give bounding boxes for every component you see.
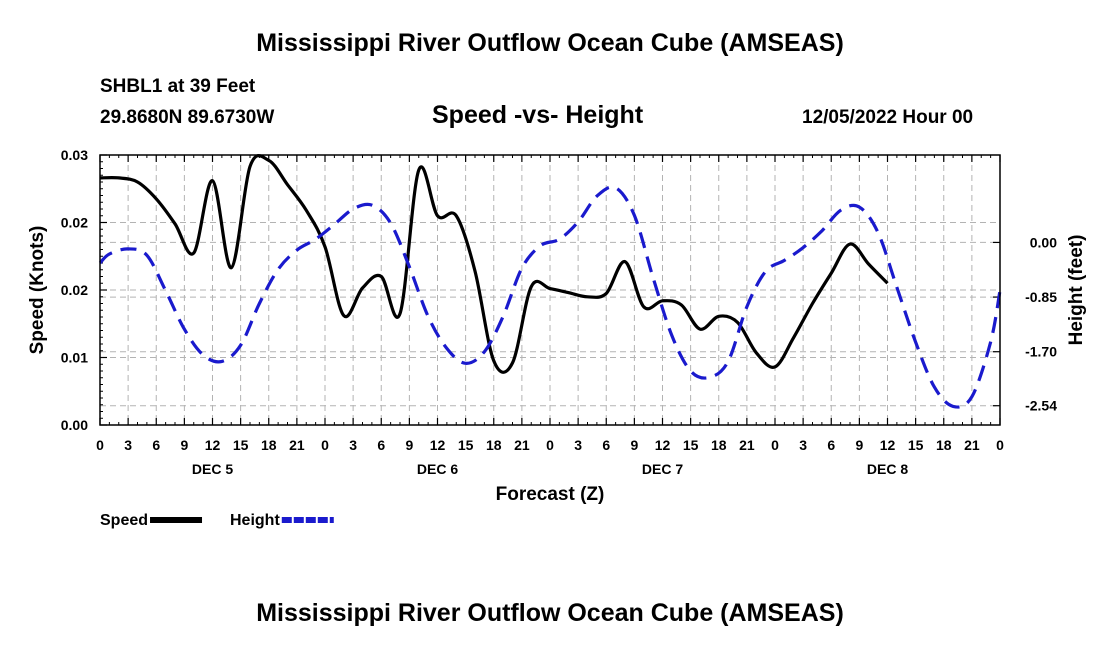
station-label: SHBL1 at 39 Feet (100, 76, 256, 97)
x-tick-label: 12 (655, 437, 671, 453)
y2-tick-label: -0.85 (1025, 289, 1057, 305)
y2-tick-label: -1.70 (1025, 344, 1057, 360)
x-day-label: DEC 5 (192, 461, 233, 477)
x-tick-label: 6 (827, 437, 835, 453)
y-tick-label: 0.02 (61, 215, 88, 231)
series-line-speed (99, 154, 889, 374)
x-tick-label: 0 (771, 437, 779, 453)
x-tick-label: 15 (458, 437, 474, 453)
x-tick-label: 3 (799, 437, 807, 453)
x-day-label: DEC 6 (417, 461, 458, 477)
x-tick-label: 18 (936, 437, 952, 453)
x-tick-label: 15 (683, 437, 699, 453)
y-axis-title: Speed (Knots) (27, 226, 48, 355)
x-tick-label: 15 (908, 437, 924, 453)
x-tick-label: 21 (739, 437, 755, 453)
x-axis-title: Forecast (Z) (496, 484, 605, 505)
series-line-height (98, 185, 1002, 409)
title-top: Mississippi River Outflow Ocean Cube (AM… (256, 29, 844, 57)
x-day-label: DEC 8 (867, 461, 908, 477)
tick-labels: 0 3 6 9 12 15 18 21 0 3 6 9 12 15 18 21 0 3 6 9 12 15 18 21 0 3 6 9… (27, 147, 1087, 505)
x-tick-label: 21 (514, 437, 530, 453)
coordinates-label: 29.8680N 89.6730W (100, 107, 275, 128)
x-tick-label: 9 (405, 437, 413, 453)
x-tick-label: 21 (964, 437, 980, 453)
x-tick-label: 0 (996, 437, 1004, 453)
y-tick-label: 0.00 (61, 417, 88, 433)
title-bottom: Mississippi River Outflow Ocean Cube (AM… (256, 599, 844, 627)
x-tick-label: 18 (711, 437, 727, 453)
x-tick-label: 6 (602, 437, 610, 453)
x-tick-label: 21 (289, 437, 305, 453)
x-day-label: DEC 7 (642, 461, 683, 477)
plot-frame (99, 154, 1001, 426)
series-lines (98, 154, 1002, 409)
x-tick-label: 12 (430, 437, 446, 453)
x-tick-label: 12 (880, 437, 896, 453)
y-tick-label: 0.02 (61, 282, 88, 298)
chart-title: Speed -vs- Height (432, 101, 644, 129)
legend-label-speed: Speed (100, 512, 148, 529)
x-tick-label: 3 (124, 437, 132, 453)
x-tick-label: 9 (180, 437, 188, 453)
grid-lines (100, 155, 1000, 425)
x-tick-label: 18 (486, 437, 502, 453)
y-tick-label: 0.01 (61, 350, 88, 366)
x-tick-label: 0 (96, 437, 104, 453)
x-tick-label: 0 (321, 437, 329, 453)
y2-tick-label: 0.00 (1030, 234, 1057, 250)
x-tick-label: 6 (152, 437, 160, 453)
y-tick-label: 0.03 (61, 147, 88, 163)
x-tick-label: 12 (205, 437, 221, 453)
x-tick-label: 0 (546, 437, 554, 453)
x-tick-label: 15 (233, 437, 249, 453)
x-tick-label: 9 (855, 437, 863, 453)
x-tick-label: 9 (630, 437, 638, 453)
x-tick-label: 3 (574, 437, 582, 453)
y2-axis-title: Height (feet) (1066, 235, 1087, 346)
date-label: 12/05/2022 Hour 00 (802, 107, 974, 128)
x-tick-label: 6 (377, 437, 385, 453)
legend-label-height: Height (230, 512, 280, 529)
x-tick-label: 3 (349, 437, 357, 453)
legend: Speed Height (100, 512, 334, 529)
x-tick-label: 18 (261, 437, 277, 453)
y2-tick-label: -2.54 (1025, 398, 1057, 414)
